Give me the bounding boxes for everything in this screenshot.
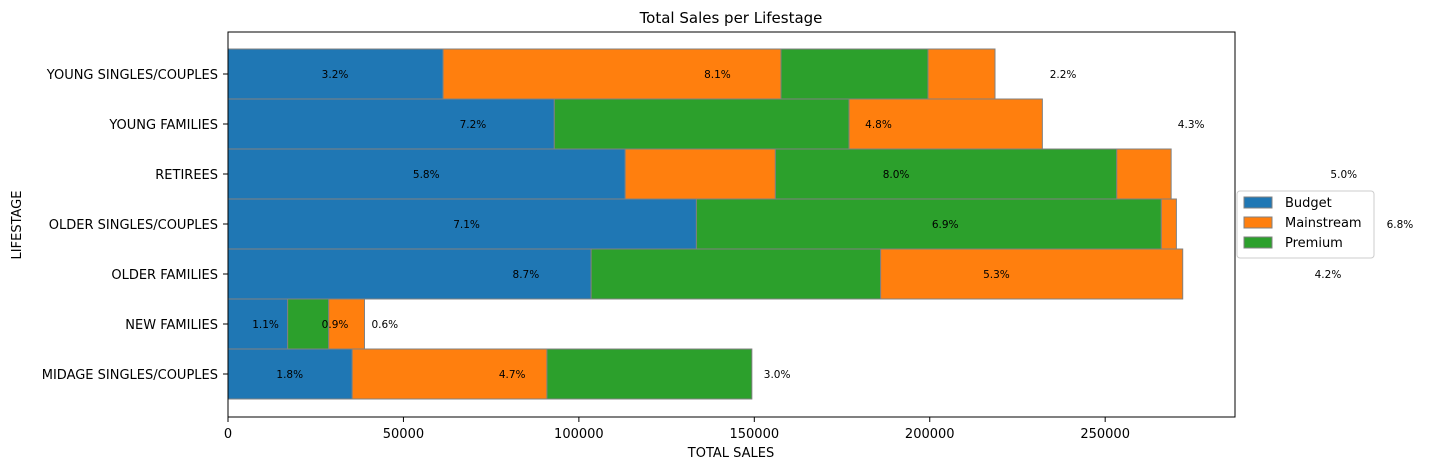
y-tick-label: YOUNG SINGLES/COUPLES: [46, 68, 218, 83]
bar-young-singles-couples-premium-2: [780, 48, 929, 100]
x-axis: 0 50000 100000 150000 200000 250000: [224, 417, 1130, 442]
y-axis-label: LIFESTAGE: [10, 191, 25, 260]
x-tick-label: 150000: [729, 427, 779, 442]
bar-new-families-premium-1: [287, 298, 330, 350]
legend-label-mainstream: Mainstream: [1285, 216, 1362, 231]
data-label: 0.6%: [371, 319, 398, 331]
bar-older-families-budget-0: [227, 248, 592, 300]
bar-midage-singles-couples-premium-2: [546, 348, 753, 400]
x-tick-label: 100000: [554, 427, 604, 442]
annotations-group: 3.2% 8.1% 2.2% 7.2% 4.8% 4.3% 5.8% 8.0% 5.0% 7.1%…: [252, 69, 1413, 381]
bar-young-singles-couples-mainstream-3: [927, 48, 996, 100]
data-label: 4.3%: [1178, 119, 1205, 131]
data-label: 5.0%: [1330, 169, 1357, 181]
chart-title: Total Sales per Lifestage: [639, 9, 823, 27]
y-tick-label: RETIREES: [155, 168, 218, 183]
bar-young-singles-couples-budget-0: [227, 48, 444, 100]
bar-older-singles-couples-budget-0: [227, 198, 697, 250]
bars-group: [227, 48, 1184, 400]
data-label: 2.2%: [1050, 69, 1077, 81]
data-label: 5.3%: [983, 269, 1010, 281]
data-label: 7.2%: [460, 119, 487, 131]
legend-swatch-budget: [1243, 196, 1273, 209]
data-label: 1.1%: [252, 319, 279, 331]
bar-midage-singles-couples-budget-0: [227, 348, 353, 400]
bar-young-families-premium-1: [553, 98, 850, 150]
data-label: 8.1%: [704, 69, 731, 81]
x-tick-label: 50000: [383, 427, 424, 442]
data-label: 8.7%: [513, 269, 540, 281]
legend-label-budget: Budget: [1285, 196, 1332, 211]
data-label: 3.0%: [764, 369, 791, 381]
y-tick-label: OLDER SINGLES/COUPLES: [49, 218, 218, 233]
y-tick-label: NEW FAMILIES: [125, 318, 218, 333]
x-tick-label: 250000: [1080, 427, 1130, 442]
bar-young-families-budget-0: [227, 98, 555, 150]
data-label: 0.9%: [322, 319, 349, 331]
legend-label-premium: Premium: [1285, 236, 1343, 251]
bar-retirees-premium-2: [774, 148, 1118, 200]
bar-older-singles-couples-premium-1: [695, 198, 1162, 250]
bar-retirees-budget-0: [227, 148, 626, 200]
x-tick-label: 200000: [905, 427, 955, 442]
legend: Budget Mainstream Premium: [1236, 190, 1375, 259]
y-tick-label: OLDER FAMILIES: [111, 268, 218, 283]
data-label: 3.2%: [322, 69, 349, 81]
legend-swatch-premium: [1243, 236, 1273, 249]
data-label: 4.2%: [1315, 269, 1342, 281]
x-axis-label: TOTAL SALES: [687, 446, 774, 461]
data-label: 8.0%: [883, 169, 910, 181]
bar-retirees-mainstream-3: [1116, 148, 1172, 200]
data-label: 7.1%: [453, 219, 480, 231]
bar-older-families-premium-1: [590, 248, 882, 300]
legend-swatch-mainstream: [1243, 216, 1273, 229]
bar-retirees-mainstream-1: [624, 148, 776, 200]
data-label: 5.8%: [413, 169, 440, 181]
bar-older-families-mainstream-2: [880, 248, 1184, 300]
bar-young-singles-couples-mainstream-1: [442, 48, 782, 100]
data-label: 6.8%: [1387, 219, 1414, 231]
data-label: 1.8%: [276, 369, 303, 381]
y-tick-label: YOUNG FAMILIES: [108, 118, 218, 133]
data-label: 4.7%: [499, 369, 526, 381]
data-label: 4.8%: [865, 119, 892, 131]
y-axis: YOUNG SINGLES/COUPLES YOUNG FAMILIES RETIR…: [42, 68, 228, 383]
data-label: 6.9%: [932, 219, 959, 231]
bar-young-families-mainstream-2: [848, 98, 1043, 150]
bar-older-singles-couples-mainstream-2: [1160, 198, 1177, 250]
y-tick-label: MIDAGE SINGLES/COUPLES: [42, 368, 218, 383]
x-tick-label: 0: [224, 427, 232, 442]
